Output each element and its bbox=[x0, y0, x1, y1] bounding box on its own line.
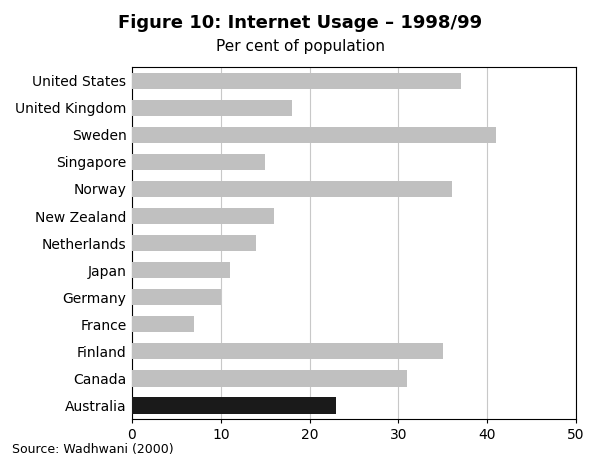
Bar bbox=[132, 343, 443, 359]
Bar bbox=[132, 397, 336, 413]
Bar bbox=[132, 100, 292, 116]
Bar bbox=[132, 154, 265, 170]
Bar bbox=[132, 370, 407, 387]
Text: Figure 10: Internet Usage – 1998/99: Figure 10: Internet Usage – 1998/99 bbox=[118, 14, 482, 32]
Bar bbox=[132, 208, 274, 224]
Bar bbox=[132, 316, 194, 332]
Bar bbox=[132, 73, 461, 89]
Bar bbox=[132, 181, 452, 197]
Bar bbox=[132, 262, 230, 278]
Bar bbox=[132, 289, 221, 305]
Bar bbox=[132, 235, 256, 251]
Text: Per cent of population: Per cent of population bbox=[215, 39, 385, 54]
Bar bbox=[132, 127, 496, 143]
Text: Source: Wadhwani (2000): Source: Wadhwani (2000) bbox=[12, 443, 173, 456]
